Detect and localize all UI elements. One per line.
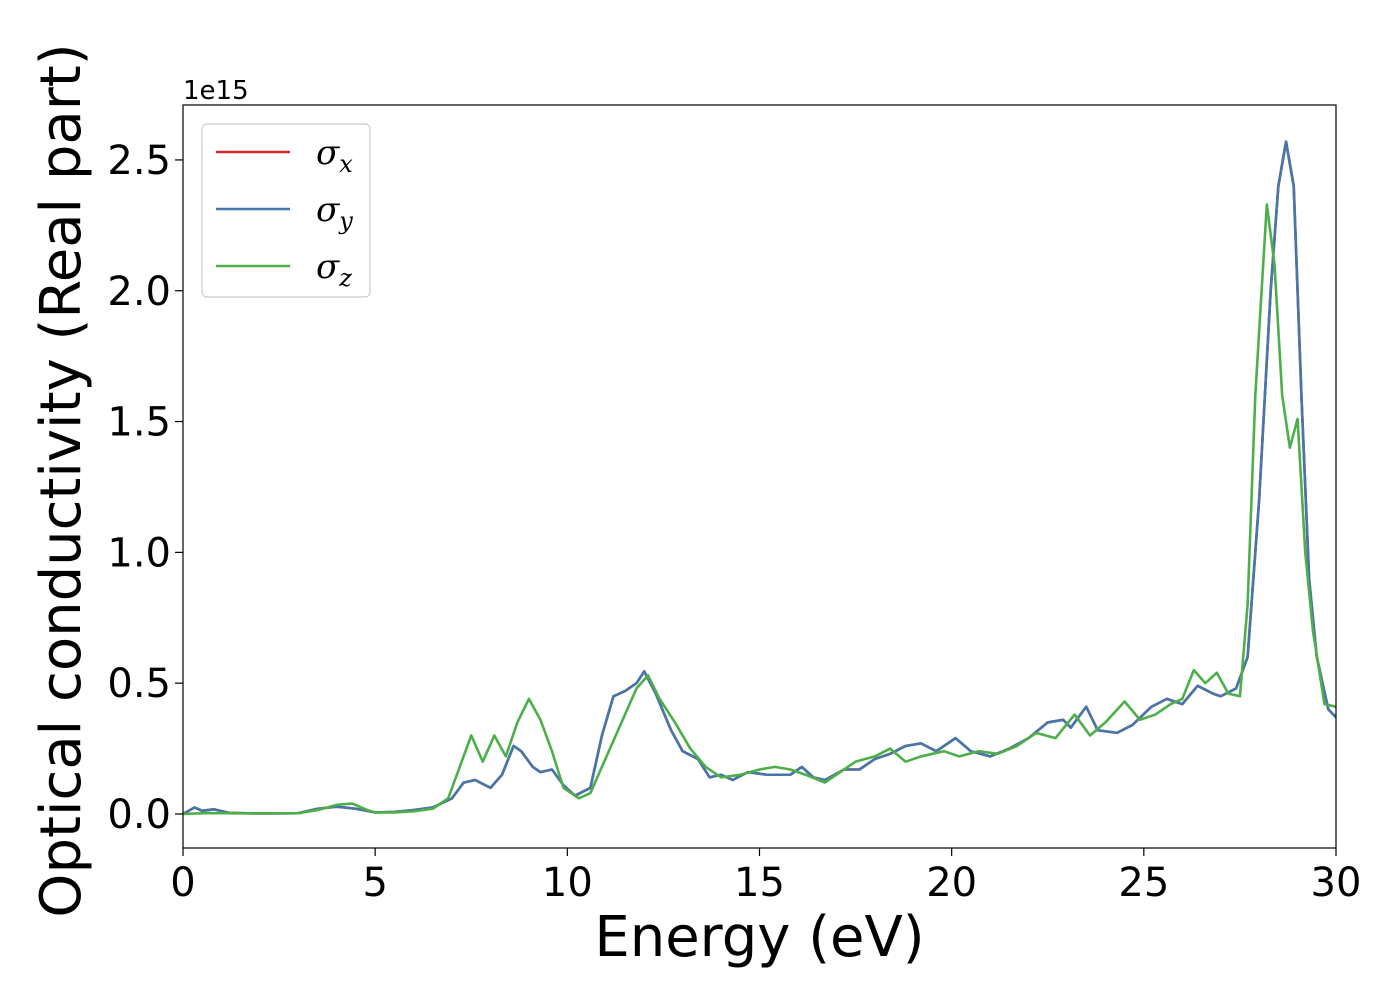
series-layer <box>183 140 1336 816</box>
ticks-layer: 0 5 10 15 20 25 30 0.0 0.5 1.0 1.5 2.0 2.5 <box>107 138 1361 906</box>
x-tick-label: 25 <box>1118 860 1169 906</box>
x-tick-label: 0 <box>170 860 195 906</box>
legend-label-y: σy <box>316 190 353 235</box>
y-tick-label: 0.5 <box>107 661 171 707</box>
x-tick-label: 15 <box>734 860 785 906</box>
x-tick-label: 20 <box>926 860 977 906</box>
x-tick-label: 30 <box>1311 860 1362 906</box>
legend-label-x: σx <box>316 133 353 178</box>
x-tick-label: 5 <box>362 860 387 906</box>
x-axis-label: Energy (eV) <box>594 905 924 970</box>
legend: σx σy σz <box>201 123 371 298</box>
x-tick-label: 10 <box>542 860 593 906</box>
y-tick-label: 0.0 <box>107 792 171 838</box>
y-tick-label: 1.5 <box>107 400 171 446</box>
y-offset-label: 1e15 <box>183 76 249 106</box>
series-line-z <box>183 203 1336 816</box>
legend-box <box>201 123 371 298</box>
y-tick-label: 2.0 <box>107 269 171 315</box>
legend-label-z: σz <box>316 247 352 292</box>
y-tick-label: 1.0 <box>107 530 171 576</box>
y-axis-label: Optical conductivity (Real part) <box>29 43 94 917</box>
y-tick-label: 2.5 <box>107 138 171 184</box>
